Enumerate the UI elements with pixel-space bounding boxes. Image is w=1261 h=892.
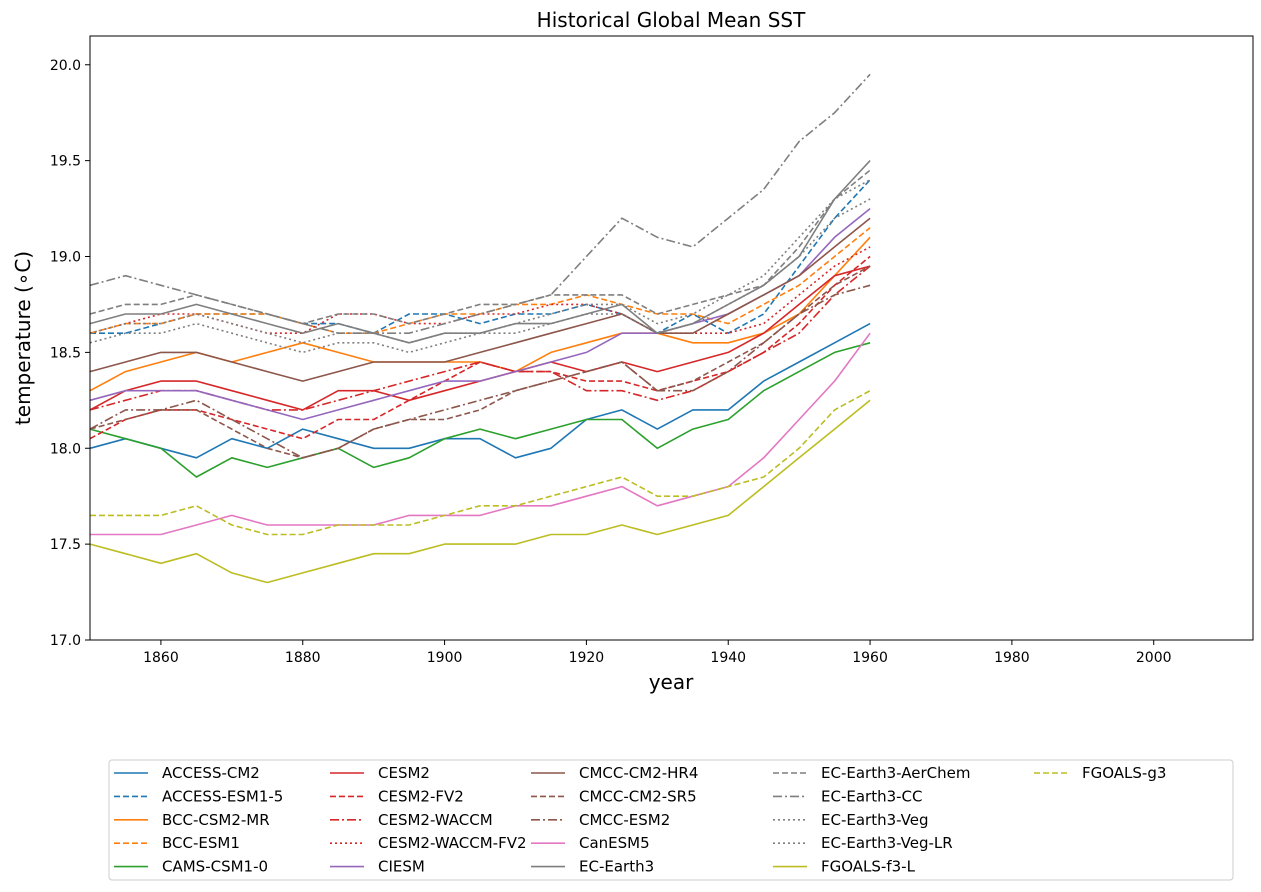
series-line-cmcc-cm2-sr5: [89, 265, 871, 459]
y-tick-label: 19.5: [50, 154, 81, 170]
legend-label: CMCC-CM2-HR4: [579, 764, 698, 782]
legend: ACCESS-CM2 ACCESS-ESM1-5 BCC-CSM2-MR BCC-ES…: [108, 759, 1234, 881]
legend-label: CESM2-WACCM: [378, 811, 493, 829]
y-tick-label: 18.0: [50, 441, 81, 457]
series-line-ec-earth3-veg-lr: [89, 198, 871, 354]
series-line-cesm2-fv2: [89, 255, 871, 440]
x-tick-label: 1940: [710, 650, 746, 666]
legend-label: CMCC-ESM2: [579, 811, 670, 829]
series-line-cmcc-cm2-hr4: [89, 217, 871, 382]
x-tick-label: 1860: [143, 650, 179, 666]
legend-label: CMCC-CM2-SR5: [579, 787, 697, 805]
legend-label: CESM2-FV2: [378, 787, 464, 805]
legend-label: CanESM5: [579, 834, 650, 852]
series-line-access-cm2: [89, 322, 871, 459]
series-line-ec-earth3-cc: [89, 73, 871, 335]
legend-label: FGOALS-g3: [1082, 764, 1166, 782]
legend-label: BCC-ESM1: [162, 834, 240, 852]
series-line-ec-earth3-veg: [89, 179, 871, 344]
legend-label: CAMS-CSM1-0: [162, 858, 268, 876]
series-line-ec-earth3: [89, 160, 871, 344]
y-tick-label: 20.0: [50, 58, 81, 74]
series-line-fgoals-f3-l: [89, 399, 871, 584]
y-axis-title: temperature (∘C): [11, 251, 35, 425]
legend-label: EC-Earth3-AerChem: [821, 764, 970, 782]
legend-label: CESM2-WACCM-FV2: [378, 834, 527, 852]
y-tick-label: 19.0: [50, 250, 81, 266]
ticks-layer: 1860 1880 1900 1920 1940 1960 1980 2000 17.0 17.5…: [50, 58, 1172, 666]
x-tick-label: 1960: [852, 650, 888, 666]
legend-label: EC-Earth3-CC: [821, 787, 923, 805]
x-axis-title: year: [649, 670, 694, 694]
series-line-cmcc-esm2: [89, 284, 871, 459]
series-line-cesm2-waccm: [89, 265, 871, 411]
series-line-canesm5: [90, 332, 871, 536]
series-line-fgoals-g3: [90, 389, 871, 536]
x-tick-label: 2000: [1136, 650, 1172, 666]
legend-box: [108, 759, 1234, 881]
y-tick-label: 17.0: [50, 633, 81, 649]
legend-label: EC-Earth3-Veg-LR: [821, 834, 953, 852]
x-tick-label: 1920: [569, 650, 605, 666]
series-layer: [89, 73, 871, 584]
chart-title: Historical Global Mean SST: [537, 8, 806, 32]
x-tick-label: 1980: [994, 650, 1030, 666]
series-line-access-esm1-5: [90, 179, 871, 335]
legend-label: CIESM: [378, 858, 425, 876]
legend-label: ACCESS-CM2: [162, 764, 260, 782]
legend-label: EC-Earth3: [579, 858, 654, 876]
x-tick-label: 1900: [427, 650, 463, 666]
y-tick-label: 18.5: [50, 345, 81, 361]
series-line-ec-earth3-aerchem: [89, 169, 871, 325]
series-line-cesm2-waccm-fv2: [89, 246, 871, 335]
plot-frame: [89, 35, 1254, 641]
legend-label: EC-Earth3-Veg: [821, 811, 929, 829]
x-tick-label: 1880: [285, 650, 321, 666]
series-line-cams-csm1-0: [89, 342, 871, 478]
y-tick-label: 17.5: [50, 537, 81, 553]
legend-label: CESM2: [378, 764, 430, 782]
legend-label: FGOALS-f3-L: [821, 858, 916, 876]
legend-label: BCC-CSM2-MR: [162, 811, 270, 829]
legend-label: ACCESS-ESM1-5: [162, 787, 283, 805]
series-line-bcc-esm1: [89, 227, 871, 335]
